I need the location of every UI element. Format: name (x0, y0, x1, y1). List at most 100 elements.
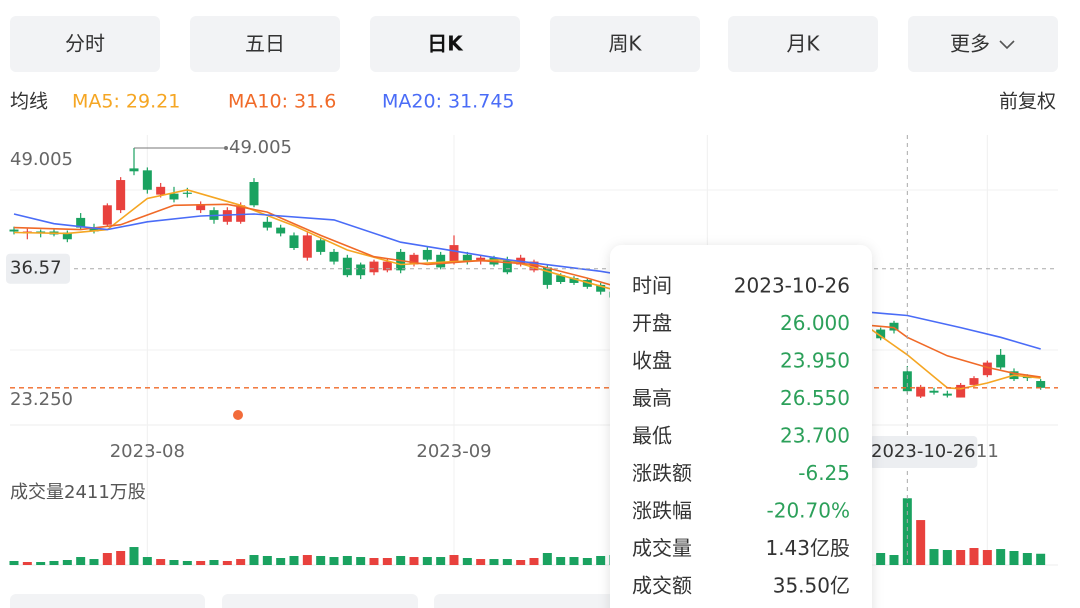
adjust-button[interactable]: 前复权 (999, 91, 1056, 113)
volume-bar (49, 560, 59, 565)
candle-body (542, 267, 552, 285)
volume-bar (316, 555, 326, 565)
legend-entry: MA10: 31.6 (228, 91, 336, 113)
tooltip-value: 35.50亿 (773, 574, 850, 598)
tab-bg[interactable] (550, 16, 700, 72)
tab[interactable]: 五日 (245, 32, 285, 56)
candle-body (382, 261, 392, 271)
tooltip: 时间 2023-10-26 开盘 26.000 收盘 23.950 最高 26.550 最低 23… (610, 245, 872, 608)
volume-bar (382, 558, 392, 565)
candle-body (129, 168, 139, 172)
legend-entry: MA20: 31.745 (382, 91, 515, 113)
volume-bar (1022, 553, 1032, 565)
bottom-button[interactable] (434, 594, 630, 608)
candle-body (196, 204, 206, 211)
volume-bar (516, 560, 526, 565)
tabs: 分时 五日 日K 周K 月K 更多 (10, 16, 1058, 72)
candle-body (369, 261, 379, 273)
volume-bar (969, 548, 979, 565)
volume-bar (596, 555, 606, 565)
tab-selected[interactable]: 日K (427, 32, 464, 56)
tooltip-value: 1.43亿股 (765, 536, 850, 560)
candle-body (436, 254, 446, 268)
tooltip-key: 时间 (632, 274, 672, 298)
volume-bar (142, 557, 152, 565)
volume-bar (996, 549, 1006, 565)
candle-body (956, 384, 966, 398)
bottom-button[interactable] (222, 594, 418, 608)
candle-body (569, 278, 579, 283)
volume-bar (9, 560, 19, 565)
candle-body (9, 229, 19, 232)
candle-body (916, 386, 926, 397)
candle-body (36, 231, 46, 233)
x-tick-label: 2023-09 (416, 441, 491, 462)
tooltip-key: 开盘 (632, 311, 672, 335)
candle-body (156, 186, 166, 195)
volume-bar (1036, 553, 1046, 565)
tab-bg[interactable] (728, 16, 878, 72)
candle-body (102, 205, 112, 225)
candle-body (289, 235, 299, 249)
volume-bar (929, 549, 939, 565)
volume-bar (182, 560, 192, 565)
tooltip-bg (610, 245, 872, 608)
candle-body (529, 261, 539, 271)
crosshair-x-box (869, 436, 978, 468)
tab-bg[interactable] (370, 16, 520, 72)
tooltip-value: 26.000 (780, 311, 850, 335)
tooltip-key: 涨跌额 (632, 461, 692, 485)
tab-bg[interactable] (10, 16, 160, 72)
candle-body (302, 235, 312, 258)
volume-bar (169, 560, 179, 565)
candle-body (876, 329, 886, 339)
candle-body (276, 227, 286, 234)
candle-body (462, 254, 472, 262)
candle-body (249, 181, 259, 206)
tooltip-value: 23.700 (780, 424, 850, 448)
volume-bar (262, 555, 272, 565)
crosshair-y-box (6, 253, 70, 284)
volume-bar (449, 555, 459, 565)
volume-bar (342, 555, 352, 565)
candle-body (89, 227, 99, 232)
volume-bar (502, 559, 512, 565)
volume-bar (436, 557, 446, 565)
candle-body (356, 264, 366, 276)
tab-bg[interactable] (190, 16, 340, 72)
tab[interactable]: 周K (608, 32, 642, 56)
candle-body (262, 221, 272, 228)
high-marker-label: 49.005 (229, 137, 292, 158)
event-dot[interactable] (233, 410, 243, 420)
volume-bar (956, 550, 966, 565)
tab-bg[interactable] (908, 16, 1058, 72)
tab[interactable]: 分时 (65, 32, 105, 56)
volume-bar (476, 559, 486, 565)
candle-body (902, 371, 912, 392)
volume-bar (89, 559, 99, 565)
volume-bar (356, 557, 366, 565)
tooltip-value: -6.25 (798, 461, 850, 485)
candle-body (342, 257, 352, 276)
volume-bar (76, 557, 86, 565)
high-marker-dot (224, 145, 228, 150)
tooltip-key: 成交量 (632, 536, 692, 560)
tooltip-key: 涨跌幅 (632, 499, 692, 523)
tooltip-value: 26.550 (780, 386, 850, 410)
tab[interactable]: 更多 (950, 32, 990, 56)
volume-bar (542, 553, 552, 565)
volume-bar (582, 558, 592, 565)
bottom-button[interactable] (10, 594, 205, 608)
tab[interactable]: 月K (786, 32, 820, 56)
volume-bar (369, 558, 379, 565)
candle-body (329, 251, 339, 262)
volume-bar (982, 550, 992, 565)
candle-body (596, 284, 606, 292)
candle-body (1036, 381, 1046, 388)
volume-bar (902, 498, 912, 565)
volume-bar (22, 562, 32, 565)
tooltip-key: 最高 (632, 386, 672, 410)
volume-bar (236, 559, 246, 565)
candle-body (982, 362, 992, 376)
